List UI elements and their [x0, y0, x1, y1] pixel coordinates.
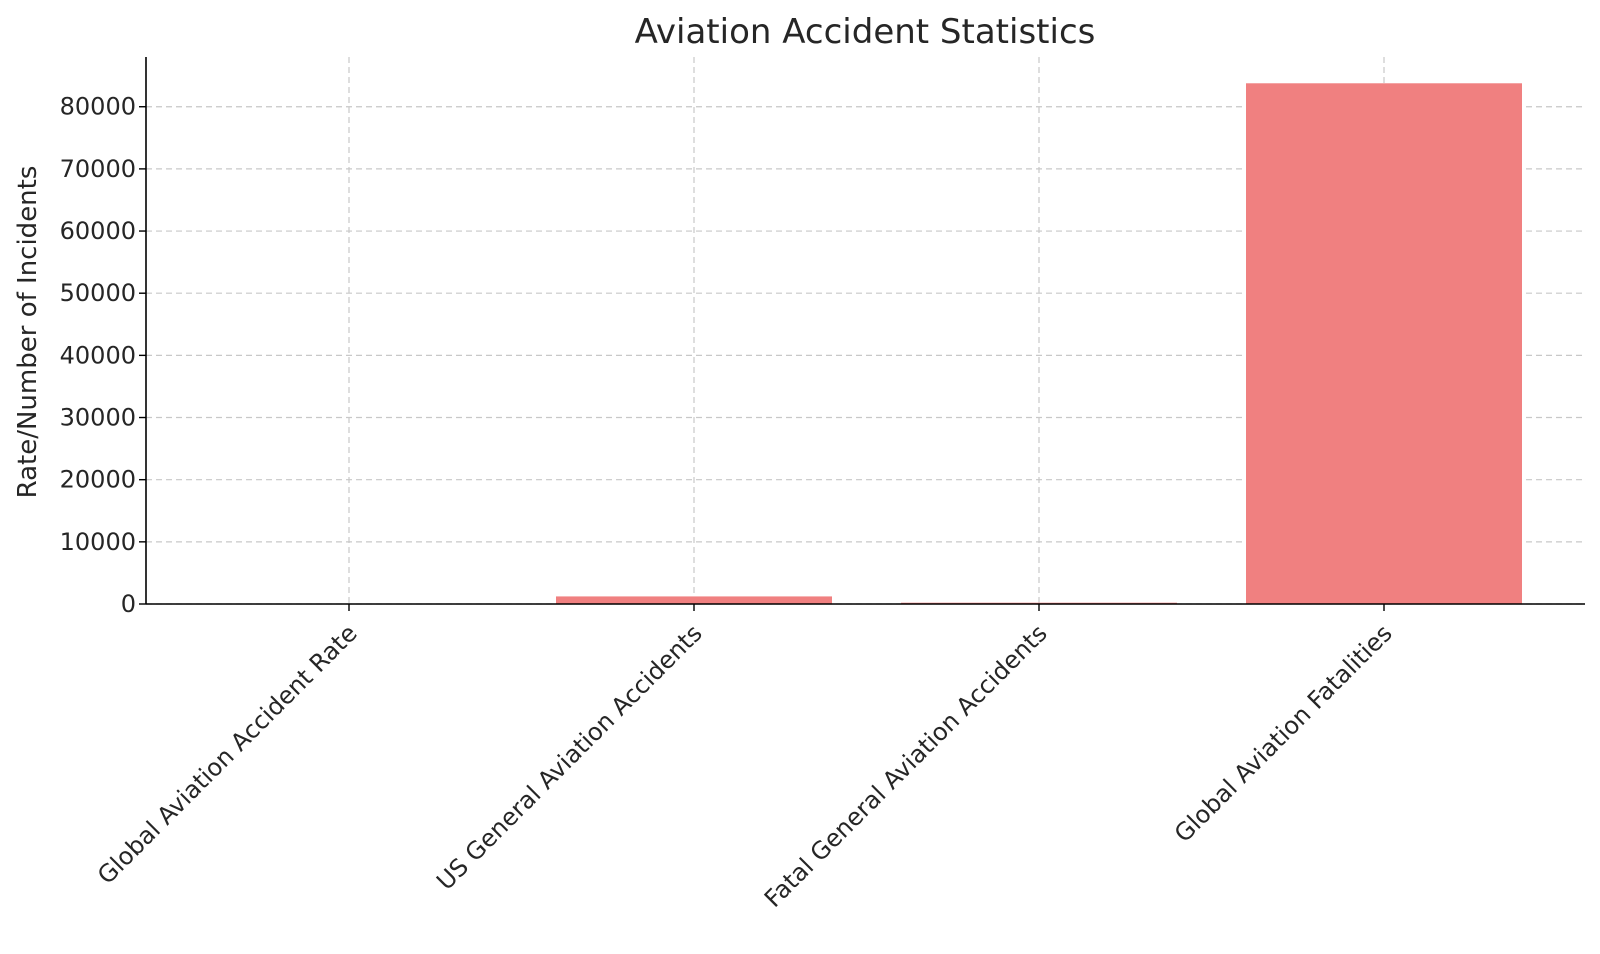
y-tick-labels: 0 10000 20000 30000 40000 50000 60000 70000 8000… — [60, 93, 136, 618]
y-axis-label: Rate/Number of Incidents — [13, 166, 43, 499]
y-tick-label: 30000 — [60, 404, 136, 432]
bar — [556, 596, 832, 604]
x-tick-label: Global Aviation Accident Rate — [92, 619, 363, 890]
bar — [1246, 83, 1522, 604]
y-tick-label: 70000 — [60, 155, 136, 183]
x-tick-label: US General Aviation Accidents — [431, 619, 707, 895]
y-tick-label: 80000 — [60, 93, 136, 121]
y-tick-label: 20000 — [60, 466, 136, 494]
y-tick-label: 60000 — [60, 217, 136, 245]
y-tick-label: 0 — [121, 590, 136, 618]
bars — [211, 83, 1522, 604]
y-tick-label: 10000 — [60, 528, 136, 556]
axes — [139, 57, 1585, 611]
chart-title: Aviation Accident Statistics — [635, 12, 1096, 52]
x-tick-label: Global Aviation Fatalities — [1169, 619, 1398, 848]
x-tick-labels: Global Aviation Accident Rate US General … — [92, 619, 1398, 913]
x-tick-label: Fatal General Aviation Accidents — [759, 619, 1053, 913]
y-tick-label: 40000 — [60, 341, 136, 369]
y-tick-label: 50000 — [60, 279, 136, 307]
